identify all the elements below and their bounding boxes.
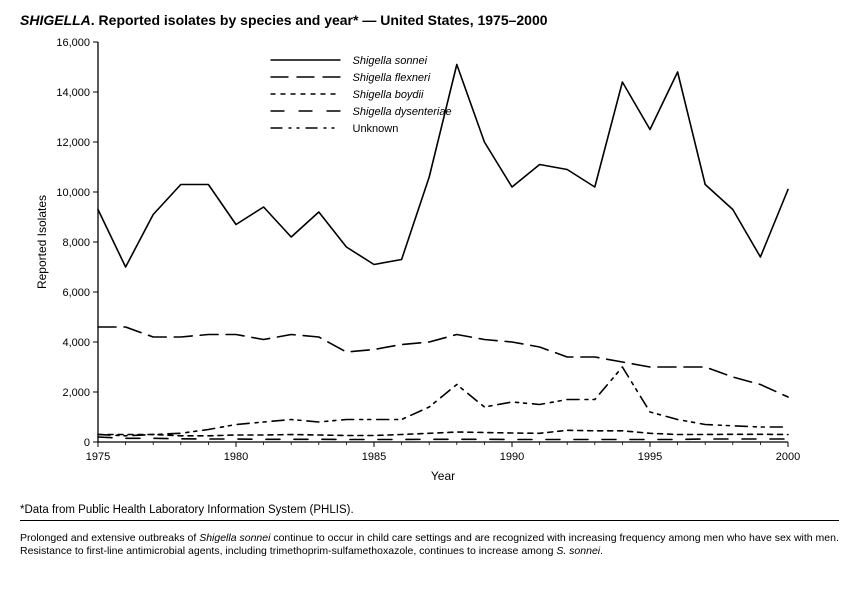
line-chart-svg: 0 2,000 4,000 6,000 8,000 10,000 12,000 14,000 1… — [30, 32, 810, 502]
svg-text:0: 0 — [84, 437, 90, 449]
svg-text:1985: 1985 — [362, 451, 386, 463]
svg-text:6,000: 6,000 — [62, 287, 90, 299]
caption-text: Prolonged and extensive outbreaks of Shi… — [20, 532, 839, 558]
page-root: SHIGELLA. Reported isolates by species a… — [0, 0, 859, 598]
caption-it1: Shigella sonnei — [199, 532, 270, 544]
svg-text:1975: 1975 — [86, 451, 110, 463]
svg-text:1990: 1990 — [500, 451, 524, 463]
caption-p1: Prolonged and extensive outbreaks of — [20, 532, 199, 544]
svg-text:2,000: 2,000 — [62, 387, 90, 399]
svg-text:Year: Year — [431, 469, 455, 483]
svg-text:1995: 1995 — [638, 451, 662, 463]
svg-text:12,000: 12,000 — [56, 137, 90, 149]
caption-p3: . — [600, 545, 603, 557]
svg-text:10,000: 10,000 — [56, 187, 90, 199]
chart-title: SHIGELLA. Reported isolates by species a… — [20, 12, 839, 28]
divider-rule — [20, 520, 839, 521]
svg-text:1980: 1980 — [224, 451, 248, 463]
title-italic: SHIGELLA — [20, 12, 91, 28]
svg-text:Shigella sonnei: Shigella sonnei — [353, 55, 428, 67]
chart-container: 0 2,000 4,000 6,000 8,000 10,000 12,000 14,000 1… — [30, 32, 810, 502]
svg-text:16,000: 16,000 — [56, 37, 90, 49]
svg-text:Unknown: Unknown — [353, 123, 399, 135]
title-rest: . Reported isolates by species and year*… — [91, 12, 548, 28]
footnote-text: *Data from Public Health Laboratory Info… — [20, 504, 839, 516]
svg-text:Shigella flexneri: Shigella flexneri — [353, 72, 431, 84]
svg-text:2000: 2000 — [776, 451, 800, 463]
svg-text:Reported Isolates: Reported Isolates — [35, 195, 49, 289]
svg-text:4,000: 4,000 — [62, 337, 90, 349]
svg-text:Shigella boydii: Shigella boydii — [353, 89, 424, 101]
svg-text:8,000: 8,000 — [62, 237, 90, 249]
svg-text:14,000: 14,000 — [56, 87, 90, 99]
svg-text:Shigella dysenteriae: Shigella dysenteriae — [353, 106, 452, 118]
caption-it2: S. sonnei — [556, 545, 600, 557]
